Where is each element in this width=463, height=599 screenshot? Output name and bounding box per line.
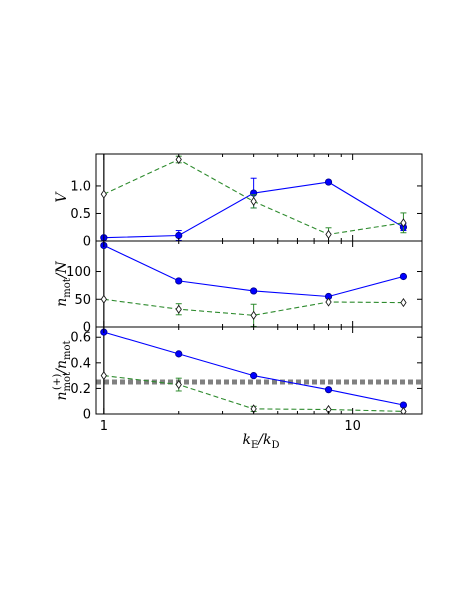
data-point: [324, 386, 333, 394]
x-label-main: k: [242, 432, 250, 448]
y-tick-label: 100: [66, 265, 91, 280]
data-point: [100, 294, 107, 304]
y-tick-label: 0.4: [70, 356, 91, 371]
data-point: [175, 231, 183, 240]
data-point: [324, 178, 333, 186]
data-point: [175, 304, 182, 314]
series-line: [103, 298, 404, 316]
y-label-sub: mot: [62, 372, 73, 392]
y-axis-label: V: [54, 191, 70, 203]
data-point: [325, 297, 332, 307]
x-label-mid: /k: [256, 432, 271, 448]
x-label-sub1: E: [251, 440, 258, 451]
y-label-tail: /n: [54, 360, 70, 376]
y-label-tailsub: mot: [62, 340, 73, 360]
data-point: [100, 189, 107, 199]
data-point: [250, 310, 257, 320]
panels: 00.51.0V050100nmot/N00.20.40.6nmot(+)/nm…: [52, 153, 423, 423]
data-point: [100, 371, 107, 381]
data-point: [250, 287, 258, 295]
data-point: [250, 196, 257, 206]
x-tick-label: 1: [100, 419, 108, 434]
y-tick-label: 0.2: [70, 382, 91, 397]
y-tick-label: 0: [83, 408, 91, 423]
x-tick-label: 10: [344, 419, 361, 434]
y-label-sub: mot: [62, 278, 73, 298]
y-label-main: n: [54, 298, 70, 307]
data-point: [175, 277, 183, 285]
x-label-sub2: D: [271, 440, 279, 451]
y-label-main: n: [54, 391, 70, 400]
y-axis-label: nmot/N: [54, 260, 73, 306]
y-tick-label: 0: [83, 321, 91, 336]
y-tick-label: 1.0: [70, 179, 91, 194]
y-tick-label: 0.5: [70, 207, 91, 222]
series-line: [103, 331, 404, 406]
data-point: [250, 372, 258, 380]
data-point: [400, 406, 407, 414]
series-2: [100, 294, 407, 327]
y-tick-label: 0: [83, 235, 91, 250]
panel-1: 0 0.5 1.0V: [54, 153, 423, 250]
series-1: [100, 328, 408, 409]
data-point: [175, 379, 182, 390]
data-point: [400, 297, 407, 308]
data-point: [325, 229, 332, 239]
series-1: [100, 177, 408, 241]
y-tick-label: 50: [74, 293, 91, 308]
data-point: [399, 272, 408, 281]
y-axis-label: nmot(+)/nmot: [52, 340, 73, 400]
panel-frame: [95, 326, 423, 415]
y-tick-label: 0.6: [70, 331, 91, 346]
series-2: [100, 371, 407, 414]
y-label-tail: /N: [54, 260, 70, 280]
x-axis-label: kE/kD: [242, 432, 279, 451]
x-axis: 1 10 kE/kD: [100, 419, 361, 451]
y-label-sup: (+): [52, 374, 63, 390]
panel-frame: [95, 153, 423, 242]
data-point: [175, 154, 182, 165]
series-2: [100, 154, 407, 241]
data-point: [175, 350, 183, 358]
series-1: [100, 241, 408, 301]
y-label-main: V: [54, 191, 70, 203]
data-point: [400, 218, 407, 228]
